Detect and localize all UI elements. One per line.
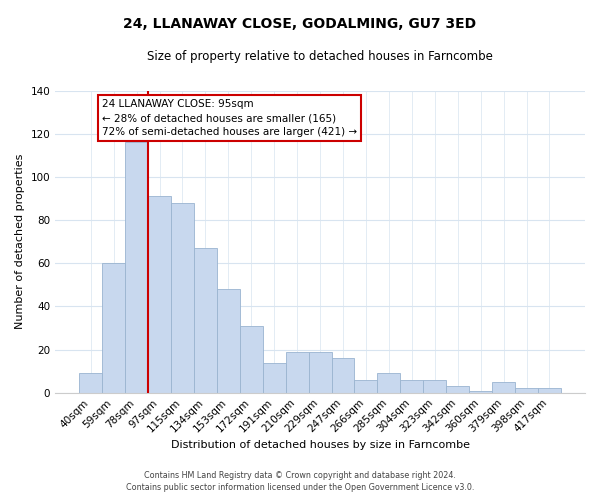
Bar bbox=[148, 196, 171, 392]
Text: 24, LLANAWAY CLOSE, GODALMING, GU7 3ED: 24, LLANAWAY CLOSE, GODALMING, GU7 3ED bbox=[124, 18, 476, 32]
Bar bbox=[469, 390, 492, 392]
Bar bbox=[423, 380, 446, 392]
Bar bbox=[125, 142, 148, 392]
Text: Contains HM Land Registry data © Crown copyright and database right 2024.
Contai: Contains HM Land Registry data © Crown c… bbox=[126, 471, 474, 492]
Bar bbox=[538, 388, 561, 392]
Bar bbox=[377, 374, 400, 392]
X-axis label: Distribution of detached houses by size in Farncombe: Distribution of detached houses by size … bbox=[170, 440, 470, 450]
Bar bbox=[332, 358, 355, 392]
Bar bbox=[308, 352, 332, 393]
Bar bbox=[286, 352, 308, 393]
Bar bbox=[240, 326, 263, 392]
Bar bbox=[171, 203, 194, 392]
Bar bbox=[492, 382, 515, 392]
Bar bbox=[515, 388, 538, 392]
Bar bbox=[263, 362, 286, 392]
Bar bbox=[446, 386, 469, 392]
Bar bbox=[79, 374, 102, 392]
Bar bbox=[217, 289, 240, 393]
Text: 24 LLANAWAY CLOSE: 95sqm
← 28% of detached houses are smaller (165)
72% of semi-: 24 LLANAWAY CLOSE: 95sqm ← 28% of detach… bbox=[102, 99, 358, 137]
Bar bbox=[400, 380, 423, 392]
Title: Size of property relative to detached houses in Farncombe: Size of property relative to detached ho… bbox=[147, 50, 493, 63]
Bar bbox=[355, 380, 377, 392]
Bar bbox=[102, 263, 125, 392]
Y-axis label: Number of detached properties: Number of detached properties bbox=[15, 154, 25, 330]
Bar bbox=[194, 248, 217, 392]
